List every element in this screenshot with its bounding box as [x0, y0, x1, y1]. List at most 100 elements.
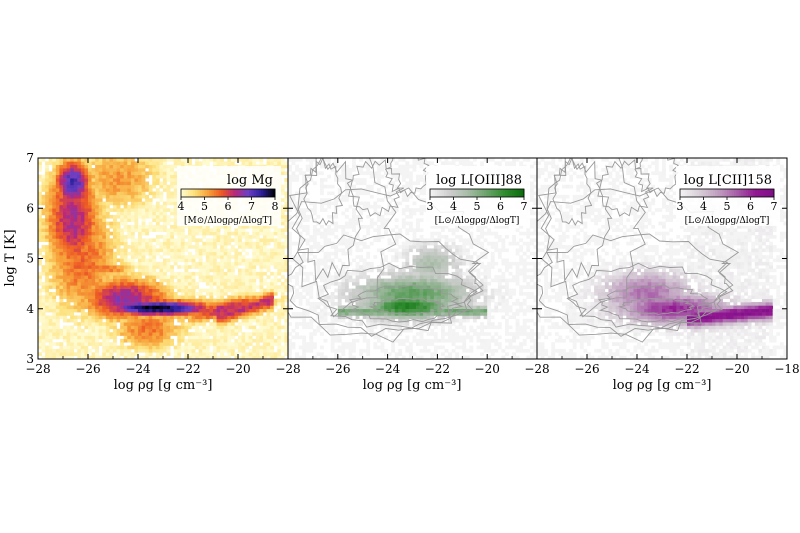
heatmap-cell — [166, 265, 171, 269]
heatmap-cell — [70, 201, 75, 206]
heatmap-cell — [344, 164, 349, 169]
heatmap-cell — [113, 322, 117, 326]
heatmap-cell — [191, 231, 196, 236]
heatmap-cell — [102, 174, 107, 179]
heatmap-cell — [73, 178, 78, 182]
heatmap-cell — [309, 168, 314, 172]
heatmap-cell — [73, 298, 78, 303]
heatmap-cell — [252, 248, 257, 253]
heatmap-cell — [45, 352, 50, 356]
heatmap-cell — [401, 318, 406, 323]
heatmap-cell — [88, 355, 92, 359]
heatmap-cell — [80, 315, 85, 320]
heatmap-cell — [148, 288, 153, 293]
heatmap-cell — [398, 342, 403, 346]
heatmap-cell — [316, 228, 321, 232]
heatmap-cell — [316, 328, 321, 333]
heatmap-cell — [376, 235, 381, 239]
heatmap-cell — [216, 355, 221, 359]
heatmap-cell — [120, 281, 125, 286]
heatmap-cell — [134, 255, 139, 259]
heatmap-cell — [384, 295, 388, 299]
heatmap-cell — [373, 305, 378, 310]
heatmap-cell — [163, 308, 167, 313]
heatmap-cell — [305, 168, 310, 172]
heatmap-cell — [394, 201, 399, 206]
heatmap-cell — [66, 228, 71, 232]
heatmap-cell — [180, 241, 185, 246]
heatmap-cell — [205, 281, 210, 286]
heatmap-cell — [120, 315, 125, 320]
heatmap-cell — [220, 158, 225, 162]
heatmap-cell — [316, 241, 321, 246]
heatmap-cell — [238, 305, 242, 310]
heatmap-cell — [302, 295, 307, 299]
heatmap-cell — [348, 322, 353, 326]
heatmap-cell — [223, 288, 228, 293]
heatmap-cell — [148, 308, 153, 313]
heatmap-cell — [180, 255, 185, 259]
heatmap-cell — [77, 315, 82, 320]
heatmap-cell — [205, 258, 210, 263]
heatmap-cell — [73, 251, 78, 256]
heatmap-cell — [123, 221, 128, 226]
heatmap-cell — [305, 298, 310, 303]
heatmap-cell — [330, 298, 335, 303]
heatmap-cell — [48, 295, 53, 299]
heatmap-cell — [216, 255, 221, 259]
heatmap-cell — [84, 248, 89, 253]
heatmap-cell — [241, 318, 246, 323]
heatmap-cell — [159, 248, 164, 253]
heatmap-cell — [312, 342, 317, 346]
heatmap-cell — [288, 338, 292, 343]
heatmap-cell — [348, 355, 353, 359]
heatmap-cell — [102, 328, 107, 333]
heatmap-cell — [52, 221, 57, 226]
heatmap-cell — [48, 235, 53, 239]
heatmap-cell — [384, 308, 388, 313]
heatmap-cell — [105, 184, 110, 189]
heatmap-cell — [248, 271, 253, 276]
heatmap-cell — [394, 161, 399, 165]
heatmap-cell — [273, 238, 278, 243]
heatmap-cell — [291, 161, 296, 165]
heatmap-cell — [220, 251, 225, 256]
heatmap-cell — [159, 322, 164, 326]
heatmap-cell — [344, 214, 349, 219]
heatmap-cell — [173, 211, 178, 216]
heatmap-cell — [245, 245, 250, 249]
heatmap-cell — [109, 174, 114, 179]
heatmap-cell — [98, 295, 103, 299]
heatmap-cell — [266, 352, 271, 356]
heatmap-cell — [116, 281, 121, 286]
heatmap-cell — [80, 308, 85, 313]
heatmap-cell — [394, 298, 399, 303]
heatmap-cell — [166, 194, 171, 199]
heatmap-cell — [205, 355, 210, 359]
heatmap-cell — [284, 235, 288, 239]
heatmap-cell — [41, 285, 46, 289]
heatmap-cell — [55, 268, 60, 273]
heatmap-cell — [270, 342, 275, 346]
heatmap-cell — [141, 281, 146, 286]
heatmap-cell — [323, 258, 328, 263]
heatmap-cell — [155, 302, 160, 306]
heatmap-cell — [209, 261, 214, 266]
heatmap-cell — [376, 281, 381, 286]
heatmap-cell — [366, 265, 371, 269]
heatmap-cell — [380, 315, 385, 320]
heatmap-cell — [66, 352, 71, 356]
heatmap-cell — [252, 255, 257, 259]
heatmap-cell — [155, 241, 160, 246]
heatmap-cell — [344, 312, 349, 316]
heatmap-cell — [273, 355, 278, 359]
heatmap-cell — [84, 288, 89, 293]
heatmap-cell — [80, 312, 85, 316]
heatmap-cell — [312, 245, 317, 249]
heatmap-cell — [245, 342, 250, 346]
heatmap-cell — [163, 211, 167, 216]
heatmap-cell — [88, 278, 92, 283]
heatmap-cell — [55, 231, 60, 236]
heatmap-cell — [145, 292, 150, 296]
heatmap-cell — [398, 288, 403, 293]
